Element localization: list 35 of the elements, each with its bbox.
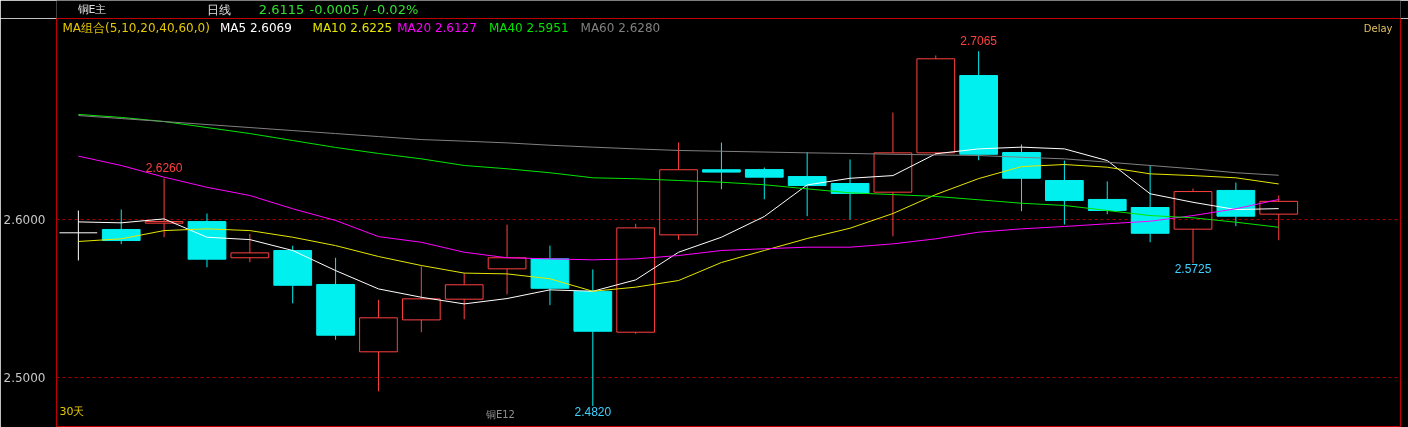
candlestick: [1173, 188, 1213, 264]
candlestick: [144, 177, 184, 238]
line-series: [77, 113, 1280, 228]
text: MA60 2.6280: [580, 20, 661, 35]
line-series: [77, 164, 1280, 292]
candlestick: [359, 299, 398, 392]
text: -0.0005 / -0.02%: [309, 2, 419, 17]
text: MA20 2.6127: [397, 20, 477, 35]
y-tick-label: 2.6000: [3, 213, 46, 228]
annotation: 2.7065: [960, 34, 998, 49]
candlestick: [401, 265, 441, 333]
annotation: 铜E12: [484, 409, 515, 420]
annotation: 2.6260: [145, 161, 183, 176]
legend-title: MA组合(5,10,20,40,60,0): [62, 20, 210, 35]
candlestick: [573, 268, 613, 407]
candlestick: [1216, 182, 1256, 227]
candlestick: [873, 112, 913, 237]
annotation: 2.5725: [1174, 261, 1212, 276]
text: 日线: [207, 2, 232, 17]
y-tick-label: 2.5000: [3, 371, 46, 386]
text: MA40 2.5951: [488, 20, 569, 35]
line-series: [77, 115, 1280, 176]
text: 2.6115: [258, 2, 305, 17]
candlestick: [187, 213, 227, 268]
text: MA10 2.6225: [312, 20, 393, 35]
candlestick: [1130, 164, 1170, 243]
annotation: 30天: [59, 405, 85, 418]
candlestick: [530, 245, 570, 306]
candlestick: [230, 233, 270, 263]
text: MA5 2.6069: [219, 20, 292, 35]
annotation: 2.4820: [574, 405, 612, 420]
chart-title: 铜E主: [76, 3, 107, 16]
candlestick: [787, 151, 827, 217]
text: Delay: [1363, 23, 1393, 34]
candlestick: [1045, 160, 1084, 226]
